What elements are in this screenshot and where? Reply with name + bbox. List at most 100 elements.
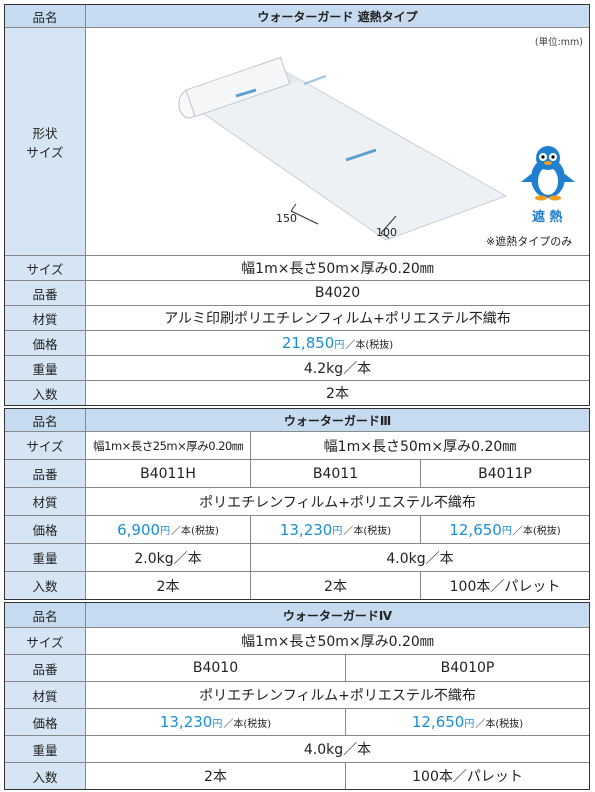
- image-cell: (単位:mm) 150 100 遮 熱 ※遮熱タイプのみ: [85, 28, 589, 255]
- price-unit: 円: [212, 718, 223, 730]
- price-suffix: ／本(税抜): [343, 526, 392, 537]
- spec-cell: 12,650 円／本(税抜): [420, 516, 589, 543]
- price-suffix: ／本(税抜): [475, 718, 524, 730]
- label-line: 形状: [32, 125, 58, 141]
- spec-row: 材質 ポリエチレンフィルム+ポリエステル不織布: [5, 487, 589, 515]
- row-label: サイズ: [5, 628, 85, 654]
- spec-row: 価格 13,230 円／本(税抜) 12,650 円／本(税抜): [5, 708, 589, 735]
- spec-row: 重量 4.0kg／本: [5, 735, 589, 762]
- row-label: 重量: [5, 736, 85, 762]
- spec-row: 入数 2本 2本 100本／パレット: [5, 571, 589, 599]
- spec-cell: B4010: [85, 655, 345, 681]
- price: 6,900: [117, 520, 161, 539]
- row-label: 品番: [5, 655, 85, 681]
- price: 13,230: [159, 713, 213, 731]
- row-label: 材質: [5, 682, 85, 708]
- price-unit: 円: [160, 526, 171, 537]
- price: 21,850: [281, 334, 335, 352]
- spec-cell: B4010P: [345, 655, 589, 681]
- spec-row: 材質 ポリエチレンフィルム+ポリエステル不織布: [5, 681, 589, 708]
- price-suffix: ／本(税抜): [345, 339, 394, 351]
- dimension: 100: [376, 226, 397, 239]
- spec-cell: 13,230 円／本(税抜): [250, 516, 420, 543]
- spec-cell: B4011: [250, 460, 420, 487]
- spec-cell: 2本: [85, 763, 345, 789]
- row-label: 材質: [5, 488, 85, 515]
- spec-row: 価格 21,850 円／本(税抜): [5, 330, 589, 355]
- spec-row: 重量 4.2kg／本: [5, 355, 589, 380]
- image-row: 形状サイズ (単位:mm) 150 100 遮 熱 ※遮熱タイプのみ: [5, 27, 589, 255]
- price-unit: 円: [464, 718, 475, 730]
- row-label: サイズ: [5, 432, 85, 459]
- dimension: 150: [276, 212, 297, 225]
- price-suffix: ／本(税抜): [512, 526, 561, 537]
- spec-cell: 4.0kg／本: [250, 544, 589, 571]
- row-label: 品名: [5, 603, 85, 627]
- spec-cell: ポリエチレンフィルム+ポリエステル不織布: [85, 682, 589, 708]
- spec-row: 品番 B4010 B4010P: [5, 654, 589, 681]
- spec-cell: 21,850 円／本(税抜): [85, 331, 589, 355]
- spec-cell: 幅1m×長さ25m×厚み0.20㎜: [85, 432, 250, 459]
- product-name: ウォーターガードⅢ: [85, 409, 589, 431]
- row-label: 入数: [5, 381, 85, 405]
- label-line: サイズ: [26, 144, 64, 160]
- spec-cell: 4.2kg／本: [85, 356, 589, 380]
- spec-cell: 幅1m×長さ50m×厚み0.20㎜: [250, 432, 589, 459]
- price-unit: 円: [334, 339, 345, 351]
- row-label: 品番: [5, 281, 85, 305]
- spec-row: サイズ 幅1m×長さ50m×厚み0.20㎜: [5, 255, 589, 280]
- price: 12,650: [449, 520, 502, 539]
- spec-cell: B4020: [85, 281, 589, 305]
- row-label: 価格: [5, 331, 85, 355]
- spec-cell: B4011P: [420, 460, 589, 487]
- spec-row: サイズ 幅1m×長さ25m×厚み0.20㎜ 幅1m×長さ50m×厚み0.20㎜: [5, 431, 589, 459]
- spec-cell: 幅1m×長さ50m×厚み0.20㎜: [85, 256, 589, 280]
- spec-cell: 2本: [85, 381, 589, 405]
- price-unit: 円: [501, 526, 512, 537]
- product-name: ウォーターガード 遮熱タイプ: [85, 5, 589, 27]
- spec-row: 重量 2.0kg／本 4.0kg／本: [5, 543, 589, 571]
- header-row: 品名 ウォーターガード 遮熱タイプ: [5, 5, 589, 27]
- row-label: 形状 サイズ: [5, 28, 85, 255]
- row-label: 材質: [5, 306, 85, 330]
- spec-cell: アルミ印刷ポリエチレンフィルム+ポリエステル不織布: [85, 306, 589, 330]
- spec-cell: 13,230 円／本(税抜): [85, 709, 345, 735]
- spec-cell: B4011H: [85, 460, 250, 487]
- spec-cell: 4.0kg／本: [85, 736, 589, 762]
- price-suffix: ／本(税抜): [171, 526, 219, 537]
- row-label: 品番: [5, 460, 85, 487]
- row-label: 価格: [5, 709, 85, 735]
- spec-tables: 品名 ウォーターガード 遮熱タイプ 形状 サイズ (単位:mm) 150 100 遮 熱 ※遮…: [4, 4, 590, 792]
- spec-cell: 12,650 円／本(税抜): [345, 709, 589, 735]
- price: 13,230: [279, 520, 333, 539]
- spec-cell: 6,900 円／本(税抜): [85, 516, 250, 543]
- page: 品名 ウォーターガード 遮熱タイプ 形状 サイズ (単位:mm) 150 100 遮 熱 ※遮…: [4, 4, 590, 790]
- spec-cell: 2.0kg／本: [85, 544, 250, 571]
- spec-row: 価格 6,900 円／本(税抜) 13,230 円／本(税抜) 12,650 円／本(税抜): [5, 515, 589, 543]
- unit-note: (単位:mm): [534, 37, 583, 48]
- row-label: 入数: [5, 572, 85, 599]
- spec-row: 入数 2本: [5, 380, 589, 405]
- spec-row: 品番 B4020: [5, 280, 589, 305]
- row-label: 入数: [5, 763, 85, 789]
- spec-cell: 2本: [85, 572, 250, 599]
- spec-row: 品番 B4011H B4011 B4011P: [5, 459, 589, 487]
- spec-cell: 100本／パレット: [420, 572, 589, 599]
- row-label: 価格: [5, 516, 85, 543]
- spec-cell: 2本: [250, 572, 420, 599]
- spec-row: 材質 アルミ印刷ポリエチレンフィルム+ポリエステル不織布: [5, 305, 589, 330]
- row-label: 重量: [5, 356, 85, 380]
- spec-cell: 幅1m×長さ50m×厚み0.20㎜: [85, 628, 589, 654]
- row-label: 品名: [5, 409, 85, 431]
- price: 12,650: [411, 713, 465, 731]
- product-name: ウォーターガードⅣ: [85, 603, 589, 627]
- price-suffix: ／本(税抜): [223, 718, 272, 730]
- product-image: [178, 56, 575, 241]
- badge-note: ※遮熱タイプのみ: [486, 235, 573, 248]
- badge: 遮 熱: [532, 210, 563, 225]
- spec-cell: 100本／パレット: [345, 763, 589, 789]
- header-row: 品名 ウォーターガードⅢ: [5, 409, 589, 431]
- spec-row: 入数 2本 100本／パレット: [5, 762, 589, 789]
- spec-row: サイズ 幅1m×長さ50m×厚み0.20㎜: [5, 627, 589, 654]
- row-label: サイズ: [5, 256, 85, 280]
